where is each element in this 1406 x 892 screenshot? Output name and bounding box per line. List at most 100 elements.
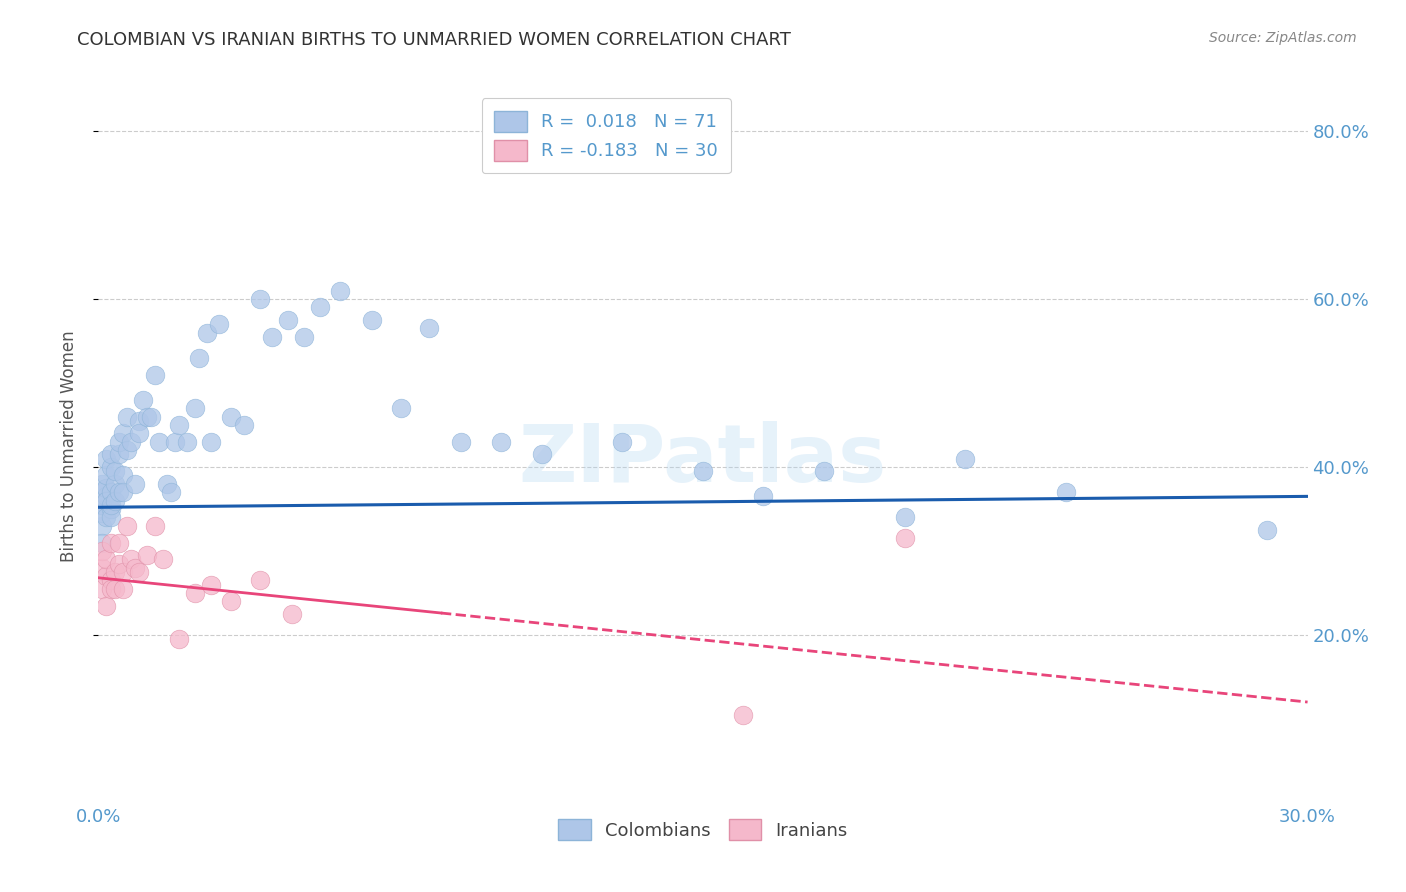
Point (96, 451, 118, 466)
Point (96, 468, 118, 483)
Point (200, 577, 222, 591)
Point (176, 434, 198, 449)
Point (111, 426, 134, 441)
Point (115, 409, 138, 424)
Point (107, 434, 129, 449)
Point (107, 485, 129, 500)
Point (100, 460, 122, 475)
Point (184, 401, 207, 416)
Point (361, 313, 384, 327)
Point (277, 313, 299, 327)
Y-axis label: Births to Unmarried Women: Births to Unmarried Women (59, 330, 77, 562)
Point (329, 284, 352, 298)
Point (160, 485, 183, 500)
Point (148, 434, 170, 449)
Point (96, 569, 118, 583)
Point (418, 321, 440, 335)
Point (100, 510, 122, 524)
Point (91, 485, 114, 500)
Point (893, 510, 915, 524)
Point (128, 414, 150, 428)
Point (96, 489, 118, 503)
Point (249, 574, 271, 588)
Point (96, 599, 118, 613)
Point (103, 493, 125, 508)
Point (450, 434, 472, 449)
Point (530, 447, 553, 461)
Point (389, 401, 412, 416)
Point (156, 476, 179, 491)
Point (612, 434, 634, 449)
Point (100, 582, 122, 596)
Point (115, 443, 138, 458)
Text: ZIPatlas: ZIPatlas (519, 421, 887, 500)
Point (91, 518, 114, 533)
Point (111, 485, 134, 500)
Point (96, 493, 118, 508)
Point (107, 535, 129, 549)
Point (143, 518, 166, 533)
Point (281, 607, 304, 621)
Point (91, 535, 114, 549)
Point (184, 586, 207, 600)
Point (103, 565, 125, 579)
Point (200, 434, 222, 449)
Point (208, 318, 231, 332)
Point (232, 417, 254, 432)
Point (100, 447, 122, 461)
Point (91, 560, 114, 574)
Point (103, 464, 125, 478)
Point (103, 476, 125, 491)
Point (132, 392, 155, 407)
Text: COLOMBIAN VS IRANIAN BIRTHS TO UNMARRIED WOMEN CORRELATION CHART: COLOMBIAN VS IRANIAN BIRTHS TO UNMARRIED… (77, 31, 792, 49)
Text: Source: ZipAtlas.com: Source: ZipAtlas.com (1209, 31, 1357, 45)
Point (167, 632, 190, 646)
Legend: Colombians, Iranians: Colombians, Iranians (551, 812, 855, 847)
Point (111, 468, 134, 483)
Point (91, 544, 114, 558)
Point (124, 560, 146, 574)
Point (96, 510, 118, 524)
Point (111, 565, 134, 579)
Point (221, 594, 243, 608)
Point (91, 506, 114, 520)
Point (115, 518, 138, 533)
Point (260, 330, 283, 344)
Point (163, 434, 186, 449)
Point (1256, 523, 1278, 537)
Point (96, 552, 118, 566)
Point (96, 481, 118, 495)
Point (91, 498, 114, 512)
Point (100, 498, 122, 512)
Point (91, 498, 114, 512)
Point (292, 330, 315, 344)
Point (91, 476, 114, 491)
Point (100, 485, 122, 500)
Point (733, 707, 755, 722)
Point (221, 409, 243, 424)
Point (103, 582, 125, 596)
Point (143, 368, 166, 382)
Point (124, 476, 146, 491)
Point (188, 351, 211, 365)
Point (152, 552, 174, 566)
Point (91, 582, 114, 596)
Point (752, 489, 775, 503)
Point (893, 532, 915, 546)
Point (813, 464, 835, 478)
Point (692, 464, 714, 478)
Point (249, 292, 271, 306)
Point (1054, 485, 1077, 500)
Point (100, 535, 122, 549)
Point (135, 548, 157, 562)
Point (953, 451, 976, 466)
Point (100, 502, 122, 516)
Point (120, 434, 142, 449)
Point (107, 447, 129, 461)
Point (309, 301, 332, 315)
Point (120, 552, 142, 566)
Point (128, 565, 150, 579)
Point (107, 557, 129, 571)
Point (128, 426, 150, 441)
Point (195, 326, 218, 340)
